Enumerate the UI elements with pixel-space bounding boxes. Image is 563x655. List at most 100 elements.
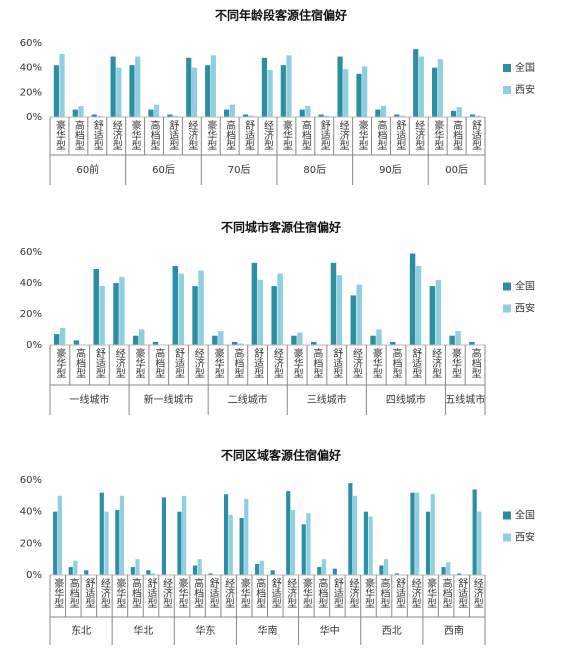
bar [446, 562, 451, 575]
bar [394, 114, 400, 117]
bar [138, 329, 145, 345]
bar [376, 329, 382, 345]
bar [231, 341, 238, 345]
bar [133, 335, 139, 345]
legend-label: 西安 [515, 531, 535, 544]
bar [330, 262, 337, 345]
y-tick-label: 20% [20, 538, 42, 549]
x-tick-label: 经济型 [285, 577, 297, 608]
bar [130, 567, 135, 575]
bar [119, 276, 125, 345]
legend-swatch [503, 511, 511, 520]
bar [277, 273, 283, 345]
group-label: 90后 [379, 164, 402, 176]
x-tick-label: 舒适型 [394, 119, 406, 150]
bar [280, 65, 286, 117]
bar [218, 331, 224, 345]
bar [178, 273, 184, 345]
bar [343, 68, 349, 117]
bar [336, 275, 343, 345]
x-tick-label: 经济型 [98, 577, 110, 608]
x-tick-label: 经济型 [223, 577, 235, 608]
group-label: 华中 [320, 624, 340, 637]
bar [182, 495, 187, 575]
x-tick-label: 高档型 [299, 119, 311, 150]
bar [429, 286, 436, 345]
bar [224, 494, 229, 575]
bar [150, 573, 156, 575]
bar [172, 115, 179, 117]
legend-label: 全国 [515, 509, 535, 522]
bar [257, 279, 264, 345]
bar [311, 341, 317, 345]
bar [97, 115, 103, 117]
bar [110, 56, 116, 117]
x-tick-label: 高档型 [311, 347, 323, 378]
bar [432, 67, 438, 117]
x-tick-label: 豪华型 [133, 347, 145, 378]
bar [409, 253, 416, 345]
legend-label: 全国 [515, 280, 535, 293]
bar [379, 565, 384, 575]
bar [299, 109, 305, 117]
x-tick-label: 舒适型 [207, 577, 219, 608]
bar [306, 513, 311, 575]
bar [261, 57, 267, 117]
bar [267, 70, 273, 117]
group-label: 华东 [195, 624, 215, 637]
bar [430, 494, 435, 575]
x-tick-label: 豪华型 [176, 577, 188, 608]
bar [197, 559, 202, 575]
bar [99, 286, 105, 345]
bar [441, 567, 446, 575]
bar [72, 109, 78, 117]
x-tick-label: 高档型 [316, 577, 328, 608]
x-tick-label: 高档型 [254, 577, 266, 608]
bar [53, 65, 59, 117]
bar [456, 107, 462, 117]
bar [210, 55, 216, 117]
x-tick-label: 豪华型 [54, 347, 66, 378]
bar [239, 518, 244, 575]
bar [186, 57, 192, 117]
x-tick-label: 舒适型 [83, 577, 95, 608]
x-tick-label: 高档型 [375, 119, 387, 150]
bar [301, 524, 306, 575]
x-tick-label: 经济型 [409, 577, 421, 608]
x-tick-label: 豪华型 [356, 119, 368, 150]
bar [350, 295, 356, 345]
bar [418, 56, 424, 117]
x-tick-label: 舒适型 [252, 347, 264, 378]
x-tick-label: 经济型 [161, 577, 173, 608]
bar [399, 115, 406, 117]
bar [198, 270, 204, 345]
bar [212, 335, 218, 345]
group-label: 东北 [71, 624, 91, 637]
group-label: 西南 [444, 624, 464, 637]
bar [177, 511, 182, 575]
bar [455, 331, 461, 345]
bar [356, 284, 362, 345]
x-tick-label: 豪华型 [370, 347, 382, 378]
bar [259, 560, 264, 575]
bar [84, 570, 89, 575]
bar [191, 67, 198, 117]
x-tick-label: 舒适型 [91, 119, 103, 150]
bar [380, 105, 387, 117]
x-tick-label: 舒适型 [145, 577, 157, 608]
group-label: 四线城市 [386, 393, 426, 406]
x-tick-label: 豪华型 [425, 577, 437, 608]
legend-swatch [503, 304, 511, 313]
x-tick-label: 舒适型 [410, 347, 422, 378]
x-tick-label: 舒适型 [269, 577, 281, 608]
x-tick-label: 舒适型 [243, 119, 255, 150]
x-tick-label: 舒适型 [394, 577, 406, 608]
x-tick-label: 豪华型 [300, 577, 312, 608]
group-label: 60后 [152, 164, 175, 176]
bar [73, 340, 80, 345]
chart-title: 不同年龄段客源住宿偏好 [215, 8, 347, 23]
bar [472, 489, 477, 575]
x-tick-label: 舒适型 [470, 119, 482, 150]
x-tick-label: 豪华型 [449, 347, 461, 378]
x-tick-label: 经济型 [113, 347, 125, 378]
